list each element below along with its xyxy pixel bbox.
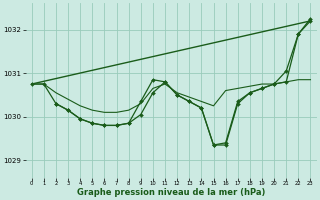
X-axis label: Graphe pression niveau de la mer (hPa): Graphe pression niveau de la mer (hPa)	[77, 188, 265, 197]
